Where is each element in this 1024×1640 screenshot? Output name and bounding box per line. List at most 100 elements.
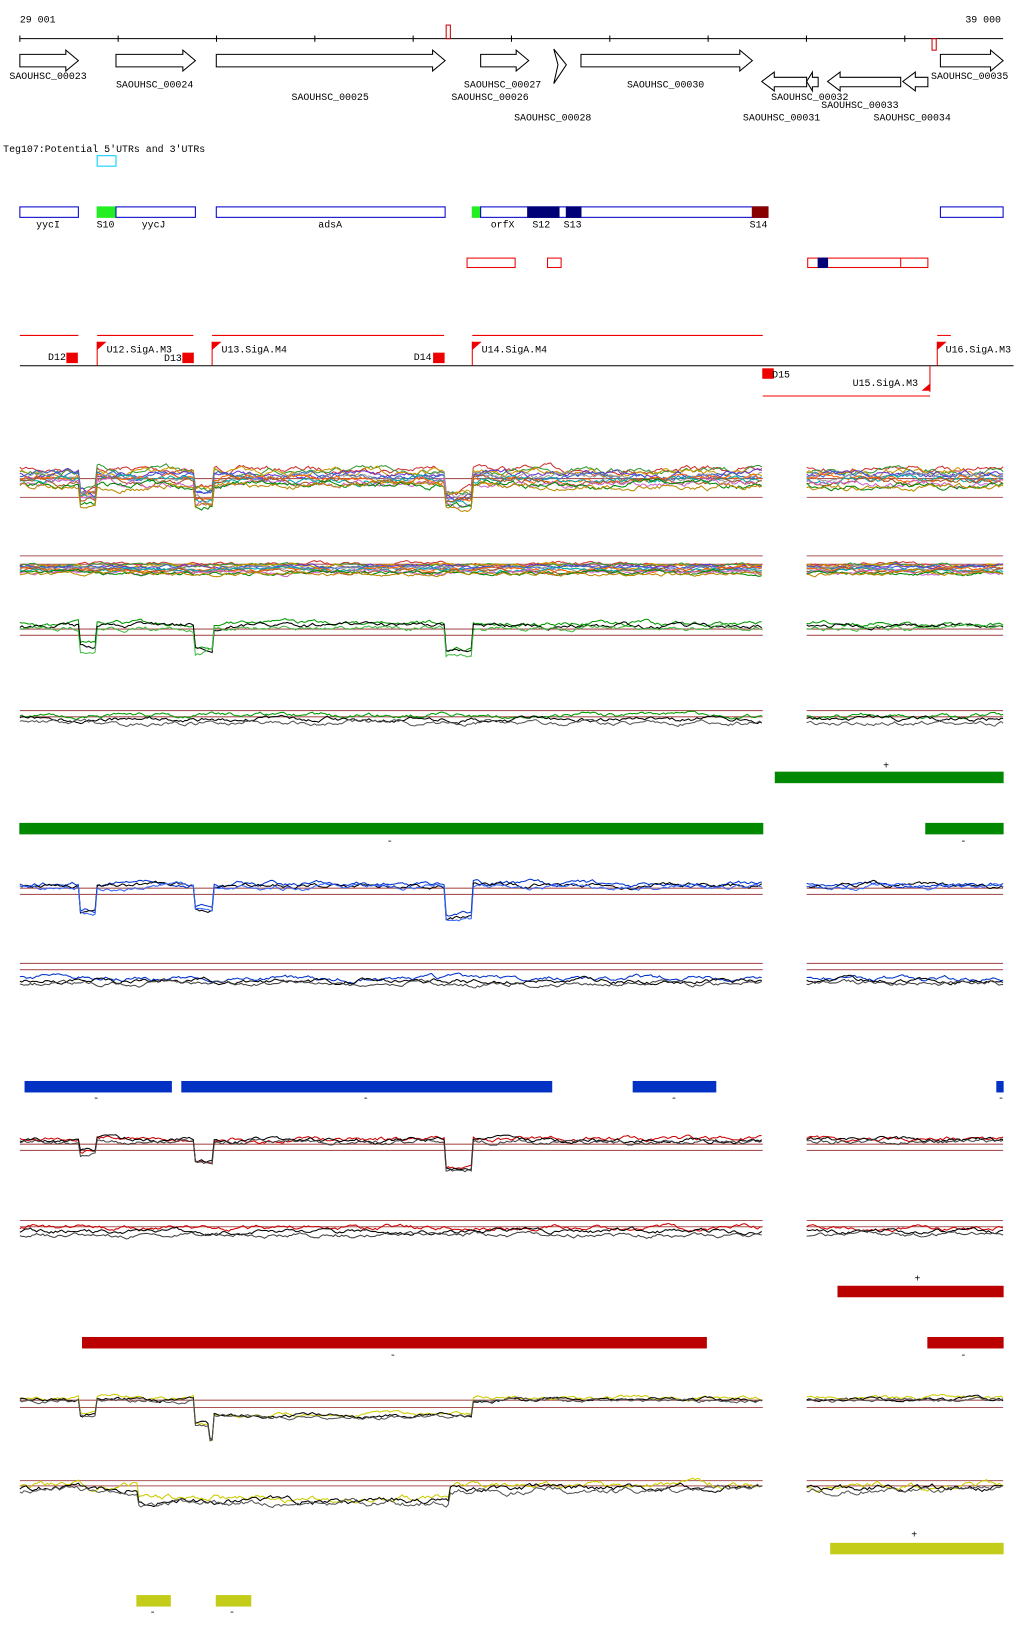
expression-line [806,882,1004,891]
expression-line [19,623,762,658]
feature [565,206,582,218]
gene-arrow [19,49,80,73]
strand-bar [925,822,1004,835]
strand-label: - [363,1093,369,1104]
feature [527,206,560,218]
expression-line [19,479,762,513]
strand-label: + [883,761,889,772]
feature [215,206,446,218]
gene-arrow [553,48,567,84]
feature-label: adsA [318,219,342,230]
strand-bar [774,771,1004,784]
gene-arrow [939,49,1004,73]
terminator [762,368,774,379]
feature-label: S12 [532,219,550,230]
expression-line [806,482,1004,492]
expression-line [806,1135,1004,1143]
expression-line [19,878,762,917]
strand-bar [837,1285,1004,1298]
gene-arrow [215,49,446,73]
expression-line [806,1484,1004,1497]
expression-line [806,474,1004,486]
feature [115,206,196,218]
promoter-label: U13.SigA.M4 [222,345,287,356]
promoter-label: D14 [414,352,432,363]
gene-label: SAOUHSC_00030 [627,79,704,90]
expression-line [19,463,763,497]
strand-bar [181,1080,553,1093]
gene-label: SAOUHSC_00033 [821,100,898,111]
ruler-end: 39 000 [965,14,1001,25]
expression-line [19,1482,762,1508]
promoter-label: D15 [772,370,790,381]
gene-label: SAOUHSC_00028 [514,113,591,124]
gene-arrow [760,71,808,92]
strand-bar [632,1080,717,1093]
expression-line [19,467,763,501]
expression-line [19,1222,762,1232]
expression-line [19,569,762,578]
expression-line [19,1230,762,1240]
strand-bar [996,1080,1004,1093]
expression-line [19,978,762,989]
region [547,257,562,269]
gene-arrow [826,71,902,92]
expression-line [19,1483,762,1509]
strand-bar [927,1336,1004,1349]
feature [471,206,482,218]
feature [939,206,1004,218]
promoter-label: U15.SigA.M3 [853,378,918,389]
expression-line [19,718,763,728]
gene-label: SAOUHSC_00023 [9,71,86,82]
terminator [66,352,78,364]
strand-bar [830,1542,1004,1555]
promoter-label: U16.SigA.M3 [946,345,1011,356]
gene-arrow [901,71,929,92]
expression-line [19,564,762,573]
expression-line [806,714,1004,723]
feature [96,206,117,218]
gene-arrow [580,49,754,73]
strand-bar [215,1595,252,1607]
feature [751,206,769,218]
region [466,257,516,269]
expression-line [806,471,1004,482]
terminator [433,352,445,364]
promoter-flag [472,341,482,351]
strand-label: - [387,836,393,847]
promoter-flag [212,341,222,351]
strand-label: + [911,1530,917,1541]
expression-line [806,568,1004,578]
gene-label: SAOUHSC_00031 [743,113,820,124]
expression-line [806,711,1004,721]
expression-line [19,561,762,570]
strand-label: - [998,1093,1004,1104]
feature-label: S14 [750,219,768,230]
expression-line [806,622,1004,633]
expression-line [806,1137,1004,1146]
expression-line [806,467,1004,479]
gene-label: SAOUHSC_00027 [464,79,541,90]
expression-line [806,622,1004,631]
expression-line [806,978,1004,987]
promoter-flag [97,341,107,351]
expression-line [806,1396,1004,1403]
expression-line [19,1395,762,1441]
expression-line [19,568,762,577]
gene-arrow [115,49,197,73]
gene-label: SAOUHSC_00032 [771,92,848,103]
expression-line [19,972,762,985]
gene-label: SAOUHSC_00035 [931,71,1008,82]
expression-line [19,714,762,725]
ruler-mark [931,38,937,51]
expression-line [806,1135,1004,1143]
expression-line [19,1396,763,1442]
ruler-mark [445,24,451,40]
strand-label: - [960,836,966,847]
gene-label: SAOUHSC_00034 [874,113,951,124]
strand-label: - [390,1350,396,1361]
expression-line [806,1394,1004,1403]
strand-bar [24,1080,172,1093]
